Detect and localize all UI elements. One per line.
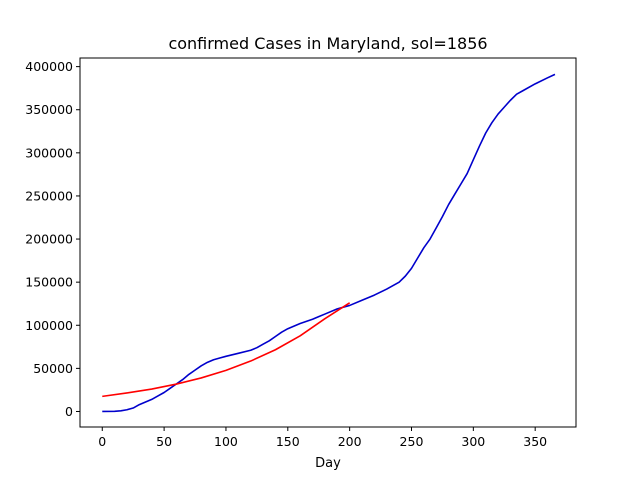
y-tick-label: 250000 — [25, 188, 73, 203]
x-tick-label: 350 — [523, 434, 547, 449]
series-line-blue — [102, 73, 556, 413]
y-tick-label: 350000 — [25, 102, 73, 117]
series-line-red — [102, 302, 351, 398]
x-tick-label: 100 — [214, 434, 238, 449]
y-tick-label: 200000 — [25, 232, 73, 247]
y-tick-label: 50000 — [33, 361, 73, 376]
y-tick-label: 0 — [65, 404, 73, 419]
y-axis-ticks: 0 50000 100000 150000 200000 250000 300000 3500… — [25, 59, 80, 419]
x-tick-label: 200 — [338, 434, 362, 449]
y-tick-label: 300000 — [25, 145, 73, 160]
x-axis-ticks: 0 50 100 150 200 250 300 350 — [98, 427, 547, 449]
x-tick-label: 0 — [98, 434, 106, 449]
chart-title: confirmed Cases in Maryland, sol=1856 — [168, 34, 487, 53]
y-tick-label: 150000 — [25, 275, 73, 290]
x-axis-title: Day — [315, 456, 341, 471]
y-tick-label: 400000 — [25, 59, 73, 74]
series-lines — [102, 73, 556, 413]
x-tick-label: 250 — [400, 434, 424, 449]
x-tick-label: 300 — [461, 434, 485, 449]
plot-area — [79, 57, 577, 428]
y-tick-label: 100000 — [25, 318, 73, 333]
x-tick-label: 50 — [156, 434, 172, 449]
x-tick-label: 150 — [276, 434, 300, 449]
